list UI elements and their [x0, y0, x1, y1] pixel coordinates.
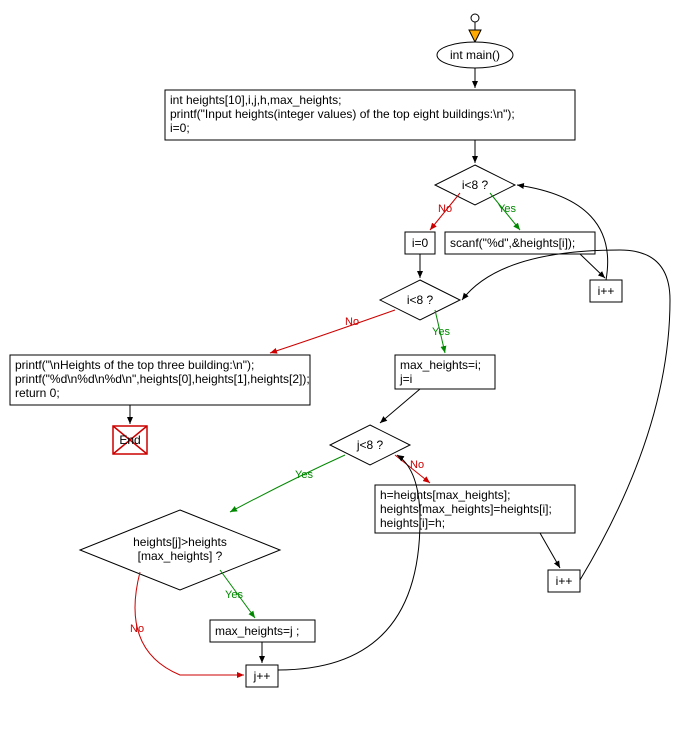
svg-text:max_heights=i;: max_heights=i;	[400, 358, 481, 372]
svg-text:j<8 ?: j<8 ?	[356, 438, 384, 452]
svg-text:heights[max_heights]=heights[i: heights[max_heights]=heights[i];	[380, 502, 552, 516]
svg-text:int main(): int main()	[450, 48, 500, 62]
svg-text:heights[i]=h;: heights[i]=h;	[380, 516, 445, 530]
node-declare: int heights[10],i,j,h,max_heights; print…	[165, 90, 575, 140]
no-label: No	[438, 203, 452, 215]
node-print-end: printf("\nHeights of the top three build…	[10, 355, 310, 405]
node-maxh-j: max_heights=j ;	[210, 620, 315, 642]
svg-text:printf("%d\n%d\n%d\n",heights[: printf("%d\n%d\n%d\n",heights[0],heights…	[15, 372, 310, 386]
svg-text:return 0;: return 0;	[15, 386, 60, 400]
node-end: End	[113, 426, 147, 454]
node-cond-i8-b: i<8 ?	[380, 280, 460, 320]
no-label: No	[345, 316, 359, 328]
svg-text:i++: i++	[556, 574, 573, 588]
svg-text:int heights[10],i,j,h,max_heig: int heights[10],i,j,h,max_heights;	[170, 93, 341, 107]
node-main: int main()	[437, 42, 513, 68]
node-cond-i8-a: i<8 ?	[435, 165, 515, 205]
svg-text:heights[j]>heights: heights[j]>heights	[133, 535, 227, 549]
node-cond-hj: heights[j]>heights [max_heights] ?	[80, 510, 280, 590]
node-scanf: scanf("%d",&heights[i]);	[445, 232, 595, 254]
svg-text:j++: j++	[253, 669, 271, 683]
svg-text:[max_heights] ?: [max_heights] ?	[138, 549, 223, 563]
yes-label: Yes	[295, 469, 313, 481]
svg-text:i=0;: i=0;	[170, 121, 190, 135]
svg-text:i<8 ?: i<8 ?	[462, 178, 489, 192]
node-swap: h=heights[max_heights]; heights[max_heig…	[375, 485, 575, 533]
svg-text:h=heights[max_heights];: h=heights[max_heights];	[380, 488, 510, 502]
svg-text:i=0: i=0	[412, 236, 429, 250]
svg-text:printf("Input heights(integer: printf("Input heights(integer values) of…	[170, 107, 515, 121]
node-i-eq-0: i=0	[405, 232, 435, 254]
node-ipp-b: i++	[548, 570, 580, 592]
node-cond-j8: j<8 ?	[330, 425, 410, 465]
svg-text:max_heights=j ;: max_heights=j ;	[215, 624, 299, 638]
node-jpp: j++	[246, 665, 278, 687]
svg-text:End: End	[119, 433, 140, 447]
svg-text:i++: i++	[598, 284, 615, 298]
svg-text:j=i: j=i	[399, 372, 412, 386]
svg-text:scanf("%d",&heights[i]);: scanf("%d",&heights[i]);	[450, 236, 575, 250]
svg-text:i<8 ?: i<8 ?	[407, 293, 434, 307]
no-label: No	[410, 459, 424, 471]
node-ipp-a: i++	[590, 280, 622, 302]
node-max-j: max_heights=i; j=i	[395, 355, 495, 389]
svg-text:printf("\nHeights of the top t: printf("\nHeights of the top three build…	[15, 358, 254, 372]
yes-label: Yes	[498, 203, 516, 215]
no-label: No	[130, 623, 144, 635]
yes-label: Yes	[225, 589, 243, 601]
yes-label: Yes	[432, 326, 450, 338]
start-marker	[469, 14, 481, 42]
